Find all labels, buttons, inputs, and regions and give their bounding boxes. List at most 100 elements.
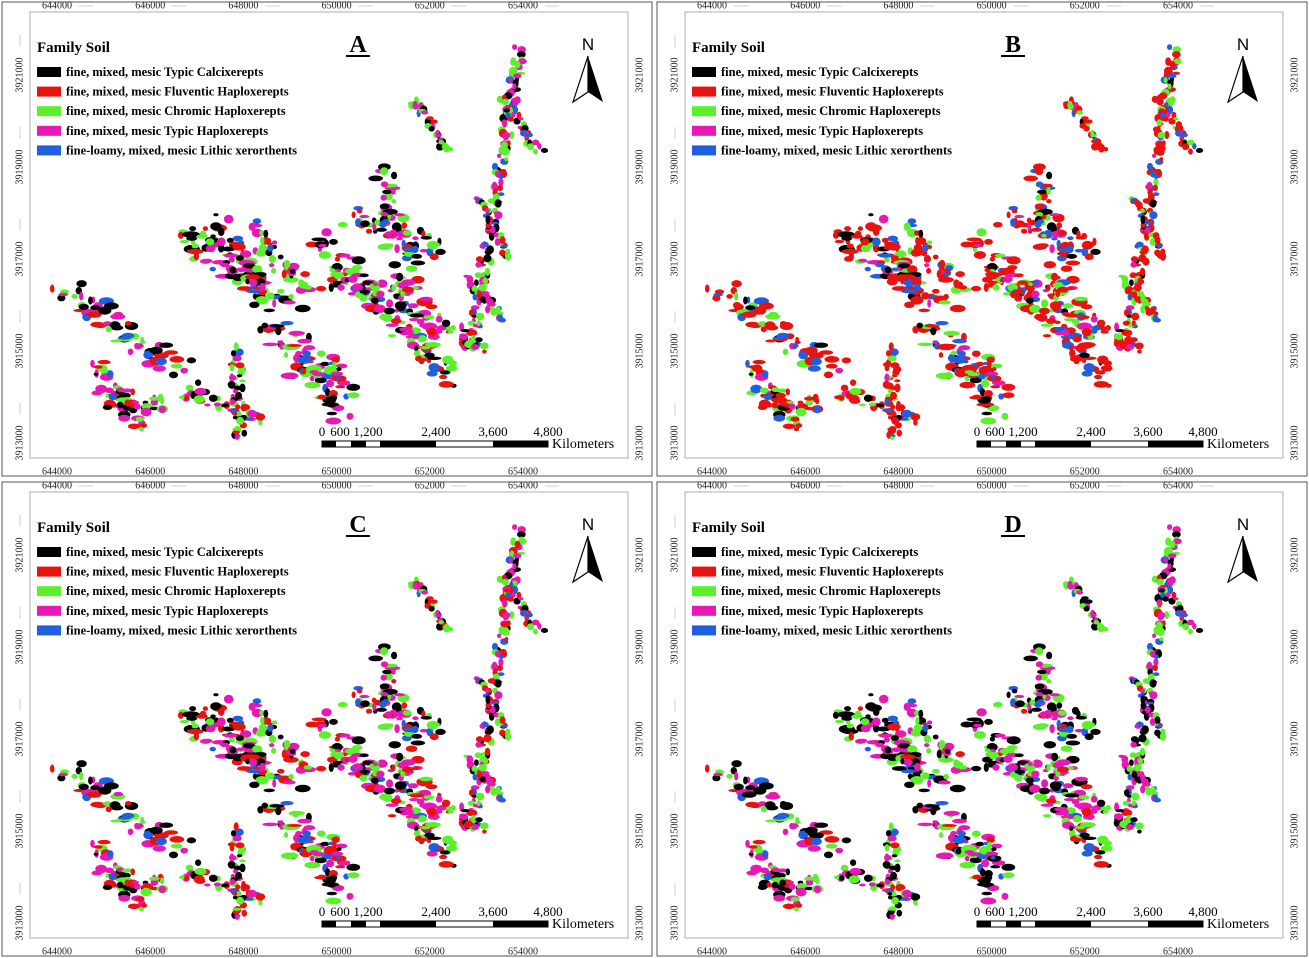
soil-patch (1187, 620, 1194, 626)
soil-patch (922, 724, 928, 732)
soil-patch (442, 800, 450, 807)
soil-patch (217, 237, 226, 246)
soil-patch (482, 830, 487, 834)
soil-patch (499, 146, 505, 155)
x-coord-label: 650000 (322, 466, 352, 477)
x-coord-label: 646000 (135, 0, 165, 11)
soil-patch (1037, 670, 1047, 674)
legend-swatch (37, 586, 61, 596)
soil-patch (230, 747, 237, 754)
soil-patch (713, 293, 723, 297)
soil-patch (1091, 326, 1098, 334)
soil-patch (918, 309, 930, 313)
soil-patch (1154, 146, 1160, 155)
soil-patch (795, 817, 799, 823)
soil-patch (229, 399, 235, 405)
soil-patch (1034, 280, 1039, 287)
soil-patch (1150, 238, 1156, 246)
soil-patch (917, 343, 933, 347)
soil-patch (1106, 805, 1111, 811)
soil-patch (850, 868, 862, 875)
soil-patch (1188, 149, 1193, 155)
y-coord-label: 3921000 (669, 58, 680, 93)
soil-patch (206, 245, 216, 253)
soil-patch (380, 221, 387, 228)
soil-patch (783, 829, 789, 835)
soil-patch (262, 823, 278, 827)
soil-patch (1035, 683, 1045, 689)
soil-patch (1063, 809, 1069, 816)
soil-patch (897, 910, 903, 917)
soil-patch (189, 706, 196, 711)
soil-patch (430, 599, 437, 603)
soil-patch (485, 785, 490, 793)
soil-patch (1131, 793, 1139, 801)
soil-patch (141, 888, 152, 897)
soil-patch (451, 805, 456, 811)
soil-patch (1076, 590, 1083, 594)
soil-patch (269, 255, 276, 263)
soil-patch (459, 813, 468, 820)
y-coord-label: 3917000 (669, 242, 680, 277)
soil-patch (950, 785, 966, 793)
soil-patch (485, 268, 490, 276)
soil-patch (900, 278, 904, 284)
scale-label: 1,200 (353, 424, 382, 439)
soil-patch (1041, 234, 1047, 238)
legend-label: fine, mixed, mesic Typic Haploxerepts (721, 604, 923, 618)
soil-patch (1085, 119, 1092, 123)
soil-patch (346, 384, 360, 391)
soil-patch (421, 236, 432, 240)
soil-patch (976, 228, 986, 236)
soil-patch (213, 693, 218, 696)
soil-patch (1078, 795, 1089, 799)
soil-patch (1041, 779, 1048, 788)
soil-patch (98, 360, 111, 364)
soil-patch (789, 404, 796, 410)
soil-patch (918, 710, 923, 718)
soil-patch (337, 764, 344, 770)
soil-patch (149, 397, 160, 401)
soil-patch (187, 357, 196, 363)
soil-patch (479, 296, 486, 302)
soil-patch (859, 884, 866, 887)
soil-patch (1026, 298, 1034, 304)
soil-patch (1167, 83, 1171, 89)
soil-patch (933, 255, 939, 260)
soil-patch (395, 301, 407, 309)
soil-patch (1031, 228, 1042, 232)
soil-patch (872, 717, 881, 726)
soil-patch (1072, 335, 1081, 342)
soil-patch (1061, 746, 1073, 752)
soil-patch (783, 424, 796, 430)
soil-patch (894, 379, 900, 382)
soil-patch (159, 886, 166, 894)
soil-patch (743, 297, 748, 305)
soil-patch (303, 825, 315, 830)
soil-patch (388, 814, 396, 817)
soil-patch (195, 388, 207, 395)
soil-patch (1152, 154, 1156, 158)
soil-patch (861, 725, 871, 733)
soil-patch (112, 402, 117, 407)
soil-patch (235, 362, 244, 368)
legend-title: Family Soil (692, 40, 765, 56)
soil-patch (814, 823, 828, 828)
soil-patch (1066, 261, 1080, 266)
soil-patch (953, 356, 967, 364)
soil-patch (289, 811, 305, 816)
soil-patch (982, 892, 993, 896)
y-coord-label: 3915000 (634, 334, 645, 369)
soil-patch (914, 283, 921, 292)
soil-patch (249, 223, 256, 231)
soil-patch (471, 344, 479, 350)
soil-patch (764, 874, 772, 881)
soil-patch (1158, 132, 1166, 138)
soil-patch (1007, 212, 1011, 219)
soil-patch (1049, 244, 1054, 253)
soil-patch (388, 334, 396, 337)
soil-patch (1026, 778, 1034, 784)
soil-patch (1031, 771, 1039, 778)
x-coord-label: 646000 (790, 480, 820, 491)
soil-patch (758, 405, 767, 410)
